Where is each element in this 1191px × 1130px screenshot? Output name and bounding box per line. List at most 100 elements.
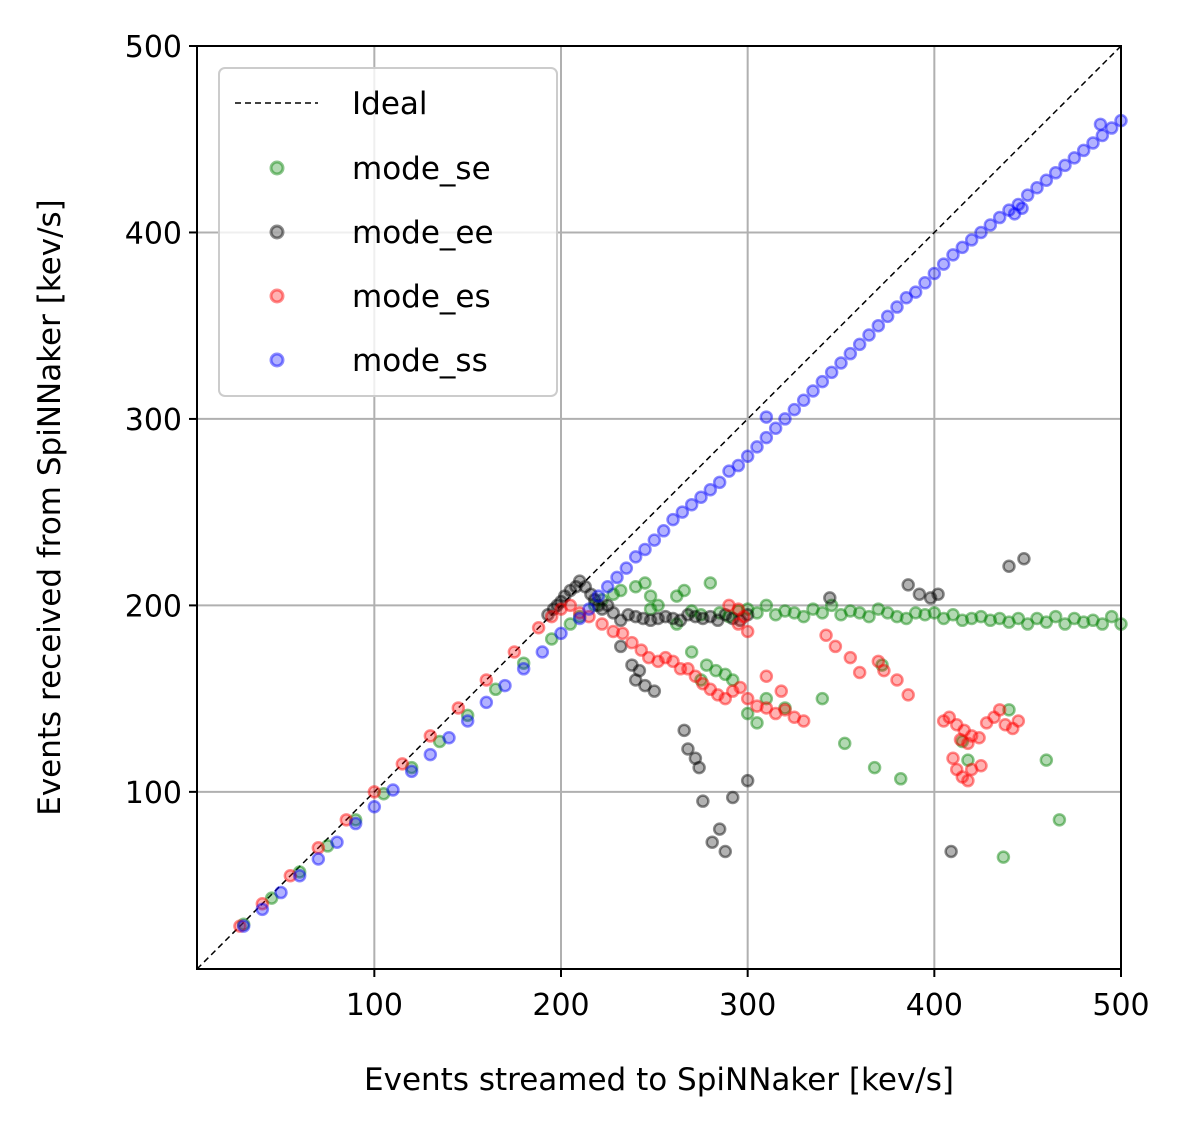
data-point: [651, 598, 665, 613]
data-point: [750, 440, 764, 454]
data-point: [931, 587, 945, 601]
data-point: [550, 598, 565, 613]
data-point: [731, 604, 746, 618]
data-point: [673, 662, 688, 676]
data-point: [871, 654, 886, 669]
legend-label-mode-es: mode_es: [352, 279, 491, 315]
data-point: [535, 645, 550, 659]
data-point: [625, 658, 639, 672]
data-point: [1039, 753, 1054, 767]
data-point: [479, 695, 494, 710]
data-point: [569, 579, 583, 594]
y-axis: 100 200 300 400 500: [125, 30, 197, 811]
data-point: [628, 673, 643, 687]
data-point: [643, 613, 658, 628]
data-point: [992, 210, 1007, 225]
data-point: [942, 710, 957, 725]
data-point: [843, 604, 858, 618]
data-point: [843, 650, 858, 665]
data-point: [787, 710, 802, 725]
data-point: [740, 624, 755, 639]
legend-swatch-mode-se: [269, 160, 285, 176]
data-point: [236, 917, 251, 931]
data-point: [949, 762, 964, 777]
data-point: [703, 682, 718, 697]
data-point: [737, 609, 751, 624]
data-point: [516, 662, 531, 676]
data-point: [643, 602, 658, 616]
data-point: [718, 844, 733, 859]
data-point: [563, 598, 578, 613]
data-point: [983, 218, 998, 232]
data-point: [264, 891, 279, 905]
data-point: [949, 717, 964, 732]
data-point: [718, 691, 733, 706]
data-point: [1002, 203, 1016, 217]
data-point: [292, 865, 307, 879]
data-point: [964, 762, 979, 777]
data-point: [725, 684, 740, 698]
data-point: [759, 691, 774, 706]
data-point: [731, 602, 746, 616]
data-point: [699, 658, 714, 672]
data-point: [1020, 617, 1035, 631]
data-point: [395, 757, 410, 771]
data-point: [824, 598, 839, 613]
data-point: [778, 701, 792, 715]
data-point: [1052, 813, 1067, 827]
data-point: [923, 591, 938, 605]
data-point: [688, 751, 703, 766]
data-point: [619, 561, 634, 575]
data-point: [787, 606, 802, 620]
data-point: [875, 658, 889, 672]
legend-label-mode-se: mode_se: [352, 151, 491, 187]
data-point: [778, 604, 792, 618]
data-point: [834, 356, 848, 370]
x-tick-label: 100: [346, 988, 403, 1023]
data-point: [778, 412, 792, 426]
data-point: [768, 706, 783, 721]
data-point: [675, 505, 690, 519]
data-point: [684, 604, 699, 618]
data-point: [711, 688, 725, 702]
data-point: [694, 490, 708, 504]
data-point: [613, 613, 628, 628]
data-point: [862, 609, 876, 624]
data-point: [694, 673, 708, 687]
data-point: [236, 919, 251, 933]
data-point: [725, 673, 740, 687]
data-point: [778, 703, 792, 717]
data-point: [233, 919, 247, 933]
data-point: [666, 611, 680, 626]
data-point: [681, 662, 695, 676]
data-point: [1095, 617, 1110, 631]
legend-swatch-mode-ee: [269, 224, 285, 240]
data-point: [705, 835, 719, 849]
data-point: [964, 233, 979, 247]
data-point: [587, 593, 602, 607]
data-points: [233, 113, 1128, 933]
data-point: [824, 365, 839, 380]
data-point: [718, 607, 733, 622]
legend-swatch-mode-es: [269, 288, 285, 304]
data-point: [1076, 143, 1091, 158]
x-axis: 100 200 300 400 500: [346, 969, 1150, 1023]
plot-frame: [196, 45, 1122, 970]
data-point: [974, 759, 988, 773]
data-point: [703, 483, 718, 497]
data-point: [996, 850, 1011, 864]
data-point: [348, 816, 363, 831]
series-mode-ee: [541, 552, 1031, 859]
data-point: [740, 449, 755, 463]
data-point: [759, 701, 774, 715]
data-point: [684, 645, 699, 659]
data-point: [442, 731, 456, 745]
data-point: [957, 723, 971, 738]
data-point: [974, 225, 988, 240]
data-point: [867, 760, 882, 775]
data-point: [587, 598, 602, 613]
series-mode-ss: [236, 113, 1128, 933]
data-point: [677, 723, 691, 738]
data-point: [643, 589, 658, 603]
data-point: [709, 663, 723, 678]
